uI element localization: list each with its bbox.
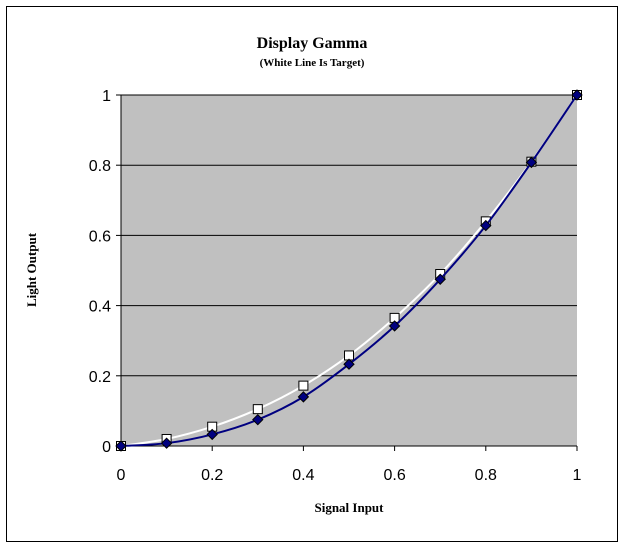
axes	[120, 95, 577, 447]
x-tick-labels: 0 0.2 0.4 0.6 0.8 1	[117, 446, 582, 484]
series-1-point-2	[206, 428, 218, 441]
gridlines	[121, 94, 577, 377]
y-tick-label-2: 0.4	[89, 299, 111, 316]
series-1-point-4	[297, 391, 310, 403]
series-1-line	[120, 94, 578, 447]
series-1-point-10	[571, 89, 583, 101]
series-0-point-3	[252, 404, 263, 415]
series-1-point-7	[434, 273, 446, 285]
series-0-point-4	[298, 380, 309, 391]
chart-title: Display Gamma	[257, 35, 368, 52]
y-tick-label-0: 0	[102, 439, 111, 456]
x-tick-label-5: 1	[573, 467, 582, 484]
x-tick-label-4: 0.8	[475, 467, 497, 484]
x-tick-label-3: 0.6	[383, 467, 405, 484]
series-layer	[115, 89, 583, 452]
y-tick-label-1: 0.2	[89, 369, 111, 386]
y-tick-label-5: 1	[102, 88, 111, 105]
series-1-point-3	[252, 413, 264, 426]
y-tick-label-3: 0.6	[89, 228, 111, 245]
series-1-point-6	[388, 320, 401, 332]
chart-subtitle: (White Line Is Target)	[260, 57, 365, 69]
x-tick-label-0: 0	[117, 467, 126, 484]
plot-area	[121, 95, 577, 446]
series-1	[115, 89, 583, 452]
series-1-point-8	[480, 219, 492, 232]
x-axis-label: Signal Input	[314, 500, 384, 515]
y-tick-label-4: 0.8	[89, 158, 111, 175]
series-1-point-0	[115, 440, 127, 452]
series-1-point-9	[525, 156, 538, 169]
y-tick-labels: 0 0.2 0.4 0.6 0.8 1	[89, 88, 121, 456]
x-tick-label-2: 0.4	[292, 467, 314, 484]
series-1-point-1	[160, 437, 173, 449]
x-tick-label-1: 0.2	[201, 467, 223, 484]
series-1-point-5	[343, 358, 355, 370]
y-axis-label: Light Output	[24, 232, 39, 307]
